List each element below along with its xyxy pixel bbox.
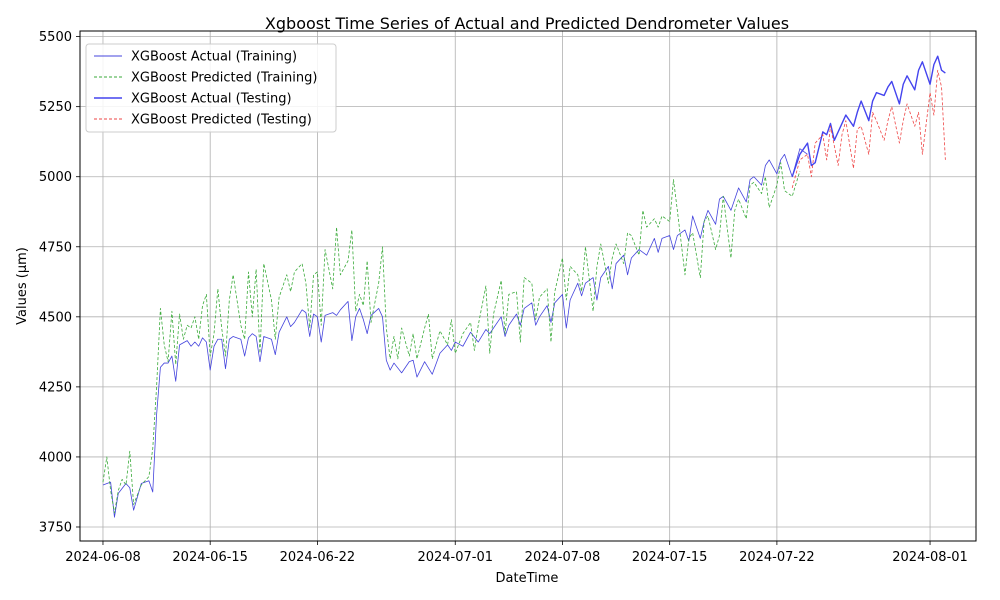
x-tick-label: 2024-07-15 [632,550,708,565]
y-tick-label: 4750 [39,240,72,255]
x-tick-label: 2024-07-08 [525,550,601,565]
axis-ticks: 2024-06-08 2024-06-15 2024-06-22 2024-07-01… [39,30,968,565]
x-tick-label: 2024-06-22 [280,550,356,565]
y-tick-label: 4500 [39,310,72,325]
y-tick-label: 5250 [39,100,72,115]
series-line-3 [791,69,946,189]
series-line-0 [102,148,808,518]
series-line-1 [102,162,801,514]
legend: XGBoost Actual (Training) XGBoost Predict… [85,43,337,133]
legend-label-3: XGBoost Predicted (Testing) [131,113,312,128]
y-tick-label: 5000 [39,170,72,185]
legend-label-2: XGBoost Actual (Testing) [131,92,292,107]
y-tick-label: 5500 [39,30,72,45]
x-tick-label: 2024-06-15 [172,550,248,565]
x-tick-label: 2024-06-08 [65,550,141,565]
series-line-2 [791,55,946,177]
y-tick-label: 3750 [39,520,72,535]
x-tick-label: 2024-07-22 [739,550,815,565]
series-group [102,55,946,518]
y-tick-label: 4250 [39,380,72,395]
x-tick-label: 2024-07-01 [417,550,493,565]
chart-title: Xgboost Time Series of Actual and Predic… [265,14,789,33]
plot-frame [79,30,977,542]
x-tick-label: 2024-08-01 [892,550,968,565]
legend-label-1: XGBoost Predicted (Training) [131,71,317,86]
y-tick-label: 4000 [39,450,72,465]
y-axis-title: Values (µm) [15,247,30,325]
legend-label-0: XGBoost Actual (Training) [131,50,297,65]
legend-box [85,43,337,133]
x-axis-title: DateTime [496,571,559,586]
